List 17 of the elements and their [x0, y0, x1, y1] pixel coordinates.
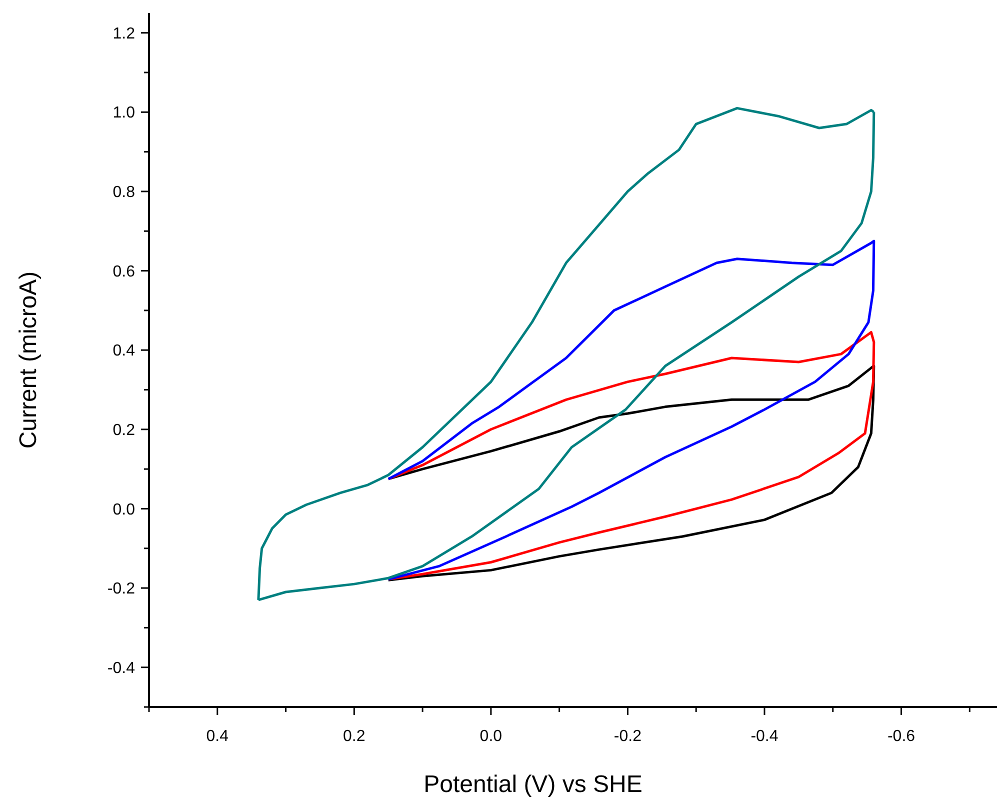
x-tick-label: -0.2: [614, 728, 642, 745]
y-axis-title: Current (microA): [15, 271, 42, 449]
x-tick-label: 0.4: [206, 728, 229, 745]
y-tick-label: 0.4: [112, 342, 136, 360]
y-tick-label: 1.0: [112, 104, 136, 122]
y-tick-label: 0.6: [112, 263, 136, 280]
y-tick-label: 0.8: [112, 184, 136, 202]
x-tick-label: -0.4: [750, 728, 778, 745]
y-tick-label: -0.4: [107, 660, 136, 677]
x-tick-label: 0.0: [480, 728, 502, 745]
y-tick-label: 0.2: [112, 422, 136, 439]
x-axis-title: Potential (V) vs SHE: [424, 771, 642, 798]
x-tick-label: -0.6: [887, 728, 916, 745]
x-tick-label: 0.2: [343, 728, 366, 745]
y-tick-label: 0.0: [112, 501, 136, 518]
y-tick-label: -0.2: [107, 580, 136, 598]
y-tick-label: 1.2: [112, 25, 136, 42]
